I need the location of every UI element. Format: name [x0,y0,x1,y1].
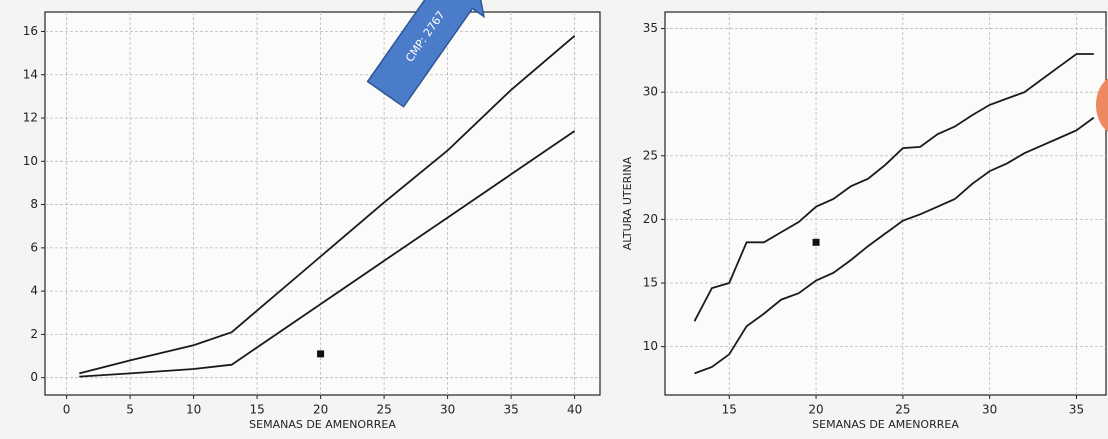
x-tick-label: 20 [313,403,328,417]
y-tick-label: 6 [30,240,38,254]
plot-area [45,12,600,395]
y-tick-label: 8 [30,197,38,211]
y-tick-label: 35 [643,21,658,35]
x-tick-label: 10 [186,403,201,417]
x-tick-label: 40 [567,403,582,417]
y-tick-label: 2 [30,327,38,341]
x-tick-label: 30 [982,403,997,417]
x-tick-label: 15 [249,403,264,417]
x-axis-label: SEMANAS DE AMENORREA [812,418,959,431]
x-tick-label: 20 [808,403,823,417]
y-tick-label: 15 [643,276,658,290]
x-tick-label: 0 [63,403,71,417]
y-tick-label: 10 [643,339,658,353]
y-tick-label: 4 [30,284,38,298]
data-point [813,239,820,246]
y-tick-label: 16 [23,24,38,38]
y-tick-label: 12 [23,111,38,125]
y-tick-label: 14 [23,67,38,81]
y-tick-label: 20 [643,212,658,226]
x-tick-label: 25 [895,403,910,417]
x-axis-label: SEMANAS DE AMENORREA [249,418,396,431]
x-tick-label: 30 [440,403,455,417]
page: 0 2 4 6 8 10 12 14 16 0 5 10 15 20 25 30 35 40 SEMANAS DE … [0,0,1108,439]
data-point [317,350,324,357]
y-tick-label: 30 [643,85,658,99]
x-tick-label: 5 [126,403,134,417]
x-tick-label: 15 [722,403,737,417]
y-tick-label: 10 [23,154,38,168]
x-tick-label: 25 [376,403,391,417]
x-tick-label: 35 [1069,403,1084,417]
plot-area [665,12,1106,395]
y-axis-label: ALTURA UTERINA [621,156,634,250]
charts: 0 2 4 6 8 10 12 14 16 0 5 10 15 20 25 30 35 40 SEMANAS DE … [23,12,1106,431]
y-tick-label: 25 [643,148,658,162]
y-tick-label: 0 [30,370,38,384]
x-tick-label: 35 [503,403,518,417]
